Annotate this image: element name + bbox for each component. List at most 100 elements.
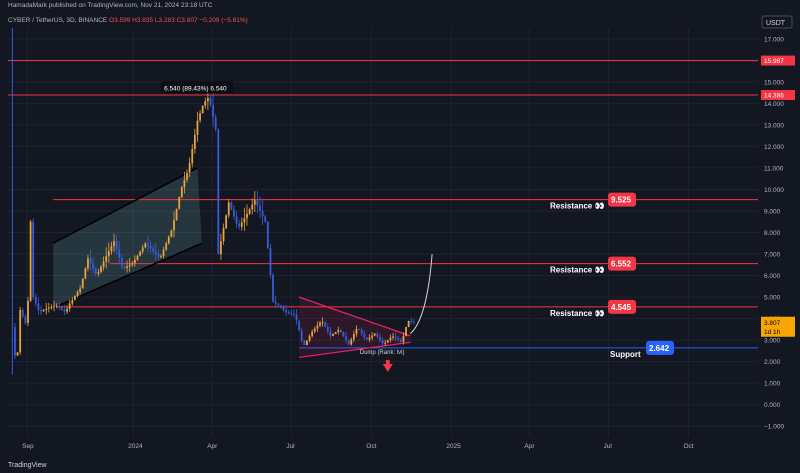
candle-body	[206, 97, 209, 102]
channel-fill	[53, 167, 202, 308]
y-tick-label: 12.000	[764, 144, 784, 151]
candle-body	[199, 113, 201, 121]
y-tick-label: 13.000	[764, 122, 784, 129]
candle-body	[329, 331, 332, 336]
candle-body	[105, 256, 108, 262]
candle-body	[58, 305, 61, 308]
x-tick-label: Apr	[207, 443, 218, 450]
candle-body	[227, 202, 230, 216]
candle-body	[399, 339, 402, 342]
candle-body	[269, 248, 272, 275]
candle-body	[381, 340, 384, 344]
candle-body	[34, 297, 37, 304]
currency-label: USDT	[766, 20, 786, 27]
candle-body	[326, 326, 329, 332]
candle-body	[55, 305, 58, 307]
y-tick-label: 6.000	[764, 273, 781, 280]
candle-body	[157, 253, 160, 257]
candle-body	[68, 303, 71, 309]
candle-body	[293, 313, 295, 315]
candle-body	[60, 307, 63, 310]
candle-body	[295, 314, 298, 321]
candle-body	[196, 120, 199, 135]
candle-body	[405, 326, 407, 337]
level-text: Resistance 👀	[550, 309, 604, 318]
x-tick-label: 2025	[446, 443, 461, 450]
candle-body	[186, 172, 188, 180]
candle-body	[358, 328, 361, 330]
candle-body	[290, 312, 293, 314]
publisher-bar: HamadaMark published on TradingView.com,…	[0, 0, 800, 14]
candle-body	[40, 309, 42, 312]
y-tick-label: 10.000	[764, 187, 784, 194]
candle-body	[217, 129, 220, 255]
candle-body	[313, 328, 316, 332]
y-tick-label: 1.000	[764, 381, 781, 388]
candle-body	[345, 336, 347, 341]
candle-body	[71, 299, 74, 304]
y-tick-label: 15.000	[764, 79, 784, 86]
candle-body	[165, 243, 168, 250]
candle-body	[123, 266, 126, 269]
candle-body	[107, 251, 110, 257]
candle-body	[175, 208, 178, 221]
candle-body	[319, 322, 321, 326]
candle-body	[87, 258, 89, 269]
ohlc-values: O3.599 H3.835 L3.283 C3.807 −0.209 (−5.8…	[109, 17, 248, 24]
level-box-label: 2.642	[649, 344, 670, 353]
candle-body	[222, 228, 225, 242]
candle-body	[279, 305, 282, 308]
candle-body	[47, 307, 50, 309]
level-box	[608, 192, 636, 207]
candle-body	[24, 316, 27, 323]
footer: TradingView	[0, 461, 800, 473]
candle-body	[376, 333, 379, 337]
candle-body	[352, 334, 355, 340]
candle-body	[97, 272, 100, 274]
candle-body	[235, 216, 238, 224]
candle-body	[147, 243, 149, 246]
candle-body	[193, 134, 196, 149]
candle-body	[266, 221, 269, 249]
level-price-label: 15.987	[764, 58, 784, 65]
level-text: Resistance 👀	[550, 202, 604, 211]
y-tick-label: 3.000	[764, 338, 781, 345]
candle-body	[118, 249, 121, 258]
candle-body	[274, 301, 277, 304]
channel-line	[52, 242, 203, 309]
candle-body	[298, 320, 301, 331]
candle-body	[76, 292, 79, 297]
last-price-label: 3.807	[764, 320, 781, 327]
candle-body	[360, 329, 363, 334]
candle-body	[363, 333, 366, 338]
candle-body	[256, 200, 259, 206]
y-tick-label: 17.000	[764, 36, 784, 43]
candle-body	[238, 223, 241, 227]
candle-body	[407, 320, 410, 327]
peak-label-box	[161, 81, 234, 94]
y-tick-label: 0.000	[764, 402, 781, 409]
candle-body	[42, 309, 45, 312]
candle-body	[16, 352, 19, 356]
projection-path	[410, 253, 433, 335]
candle-body	[339, 330, 342, 333]
last-price-sub: 1d 1h	[764, 329, 781, 336]
level-price-tag	[761, 55, 795, 66]
level-text: Support	[610, 350, 641, 359]
y-tick-label: 8.000	[764, 230, 781, 237]
candle-body	[110, 246, 113, 252]
candle-body	[152, 248, 155, 252]
candle-body	[21, 309, 24, 317]
candle-body	[342, 332, 345, 337]
candle-body	[209, 97, 212, 105]
candle-body	[63, 309, 66, 312]
level-text: Resistance 👀	[550, 266, 604, 275]
level-price-tag	[761, 90, 795, 101]
level-box-label: 9.525	[611, 196, 632, 205]
candle-body	[324, 322, 327, 327]
candle-body	[355, 328, 358, 335]
candle-body	[53, 306, 55, 308]
candle-body	[180, 187, 183, 198]
